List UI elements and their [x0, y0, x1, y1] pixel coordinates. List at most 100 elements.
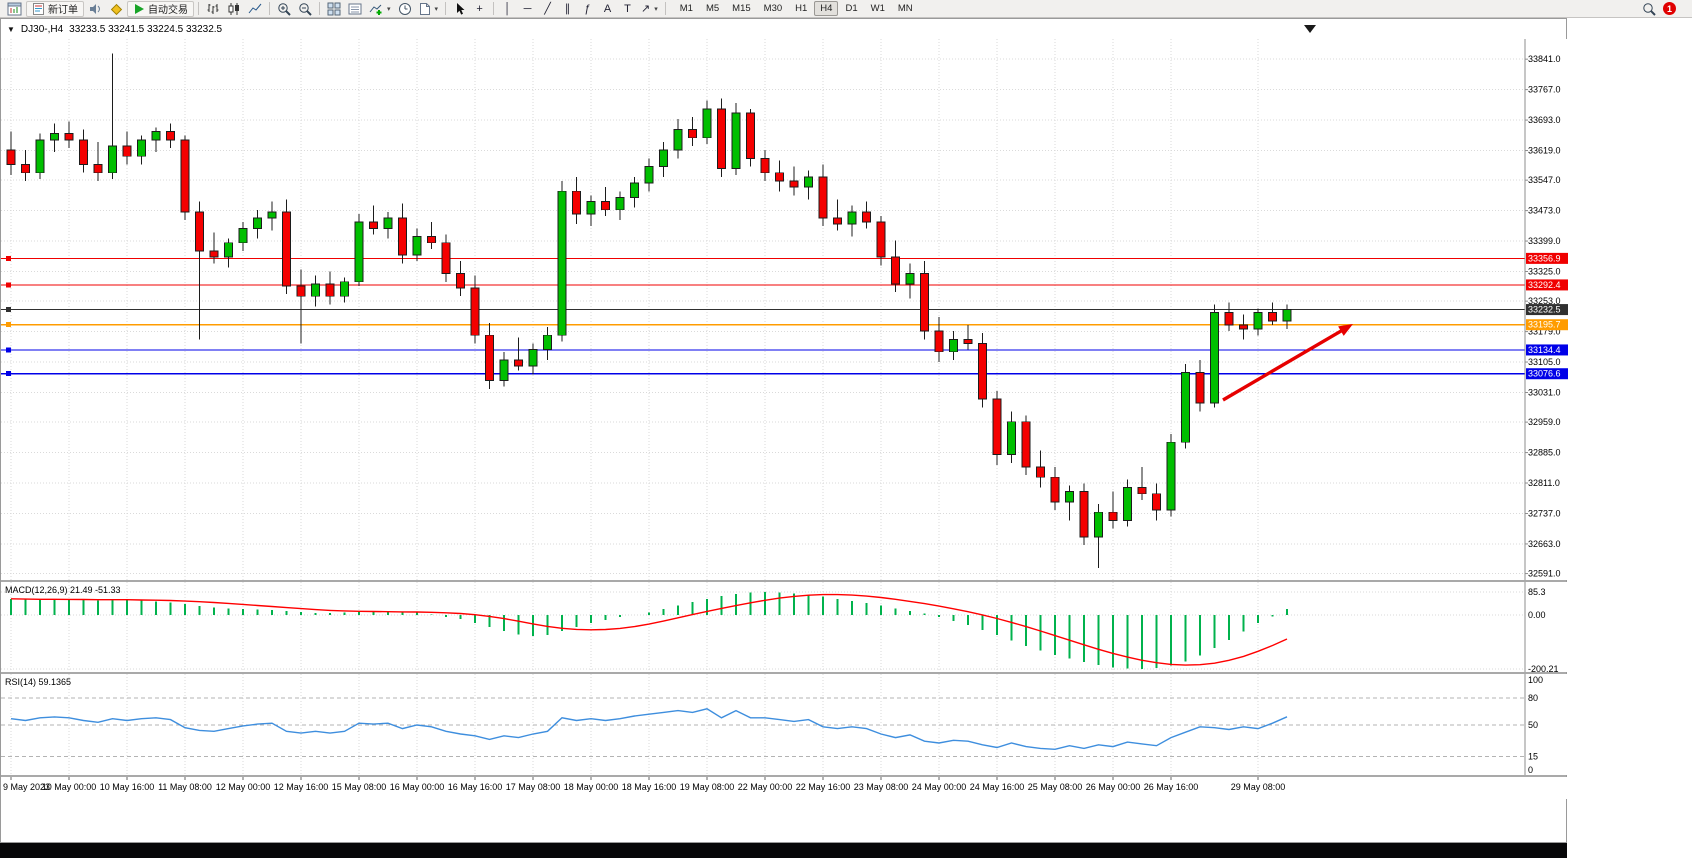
tile-windows-button[interactable] [324, 1, 344, 17]
timeframe-button-m5[interactable]: M5 [705, 3, 720, 14]
svg-text:33356.9: 33356.9 [1528, 253, 1561, 263]
panel-splitter[interactable] [1, 775, 1566, 777]
fibonacci-tool-button[interactable]: ƒ [578, 1, 597, 17]
chart-window: ▼ DJ30-,H4 33233.5 33241.5 33224.5 33232… [0, 18, 1568, 843]
svg-text:18 May 00:00: 18 May 00:00 [564, 782, 619, 792]
symbol-dropdown-icon[interactable]: ▼ [7, 24, 15, 34]
crosshair-icon: + [476, 2, 483, 15]
vertical-line-tool-button[interactable]: │ [498, 1, 517, 17]
metaeditor-icon [110, 3, 123, 15]
data-window-button[interactable] [345, 1, 365, 17]
hline-anchor[interactable] [6, 322, 11, 328]
chart-header: ▼ DJ30-,H4 33233.5 33241.5 33224.5 33232… [1, 21, 1566, 37]
svg-text:22 May 00:00: 22 May 00:00 [738, 782, 793, 792]
hline-anchor[interactable] [6, 347, 11, 353]
candlestick-series [6, 53, 1292, 568]
horizontal-line-icon: ─ [523, 2, 532, 15]
horizontal-line-tool-button[interactable]: ─ [518, 1, 537, 17]
line-chart-icon [248, 3, 262, 13]
timeframe-button-h1[interactable]: H1 [795, 3, 808, 14]
svg-text:33693.0: 33693.0 [1528, 115, 1561, 125]
svg-text:32959.0: 32959.0 [1528, 417, 1561, 427]
cursor-button[interactable] [450, 1, 469, 17]
svg-text:15 May 08:00: 15 May 08:00 [332, 782, 387, 792]
macd-signal-line [10, 593, 1288, 666]
label-tool-button[interactable]: T [618, 1, 637, 17]
svg-text:-200.21: -200.21 [1528, 664, 1559, 672]
search-icon[interactable] [1642, 2, 1656, 16]
price-tag [1526, 279, 1568, 291]
text-tool-button[interactable]: A [598, 1, 617, 17]
price-tag [1526, 304, 1568, 316]
timeframe-button-m15[interactable]: M15 [732, 3, 751, 14]
vertical-line-icon: │ [504, 2, 511, 15]
timeframe-button-mn[interactable]: MN [897, 3, 913, 14]
toolbar-separator [269, 2, 270, 15]
price-axis: 33841.0 33767.0 33693.0 33619.0 33547.0 33473… [1524, 39, 1568, 580]
timeframe-button-d1[interactable]: D1 [845, 3, 858, 14]
bar-chart-button[interactable] [203, 1, 223, 17]
svg-text:11 May 08:00: 11 May 08:00 [158, 782, 212, 792]
zoom-in-button[interactable] [274, 1, 294, 17]
notification-badge[interactable]: 1 [1663, 2, 1676, 15]
timeframe-button-h4[interactable]: H4 [814, 1, 839, 16]
metaeditor-button[interactable] [106, 1, 126, 17]
timeframe-button-w1[interactable]: W1 [870, 3, 885, 14]
chart-grid [1, 39, 1525, 580]
channel-tool-button[interactable]: ∥ [558, 1, 577, 17]
line-chart-button[interactable] [245, 1, 265, 17]
hline-anchor[interactable] [6, 282, 11, 288]
svg-text:33253.0: 33253.0 [1528, 296, 1561, 306]
rsi-indicator-label: RSI(14) 59.1365 [5, 677, 72, 687]
crosshair-button[interactable]: + [470, 1, 489, 17]
macd-panel-canvas[interactable]: 85.3 0.00 -200.21 [1, 582, 1568, 672]
svg-text:12 May 00:00: 12 May 00:00 [216, 782, 271, 792]
indicators-button[interactable]: ▾ [366, 1, 394, 17]
trendline-tool-button[interactable]: ╱ [538, 1, 557, 17]
timeframe-button-m30[interactable]: M30 [763, 3, 783, 14]
new-chart-button[interactable] [4, 1, 25, 17]
clock-button[interactable] [395, 1, 415, 17]
main-chart-canvas[interactable]: 33841.0 33767.0 33693.0 33619.0 33547.0 33473… [1, 39, 1568, 580]
hline-anchor[interactable] [6, 371, 11, 377]
rsi-panel-canvas[interactable]: 100 80 50 15 0 [1, 674, 1568, 775]
svg-text:29 May 08:00: 29 May 08:00 [1231, 782, 1286, 792]
svg-text:33179.0: 33179.0 [1528, 327, 1561, 337]
trend-arrow-annotation[interactable] [1222, 324, 1353, 402]
indicators-dropdown-icon: ▾ [387, 5, 391, 13]
panel-splitter[interactable] [1, 580, 1566, 582]
svg-text:33399.0: 33399.0 [1528, 236, 1561, 246]
arrows-tool-button[interactable]: ↗ ▾ [638, 1, 661, 17]
panel-splitter[interactable] [1, 672, 1566, 674]
timeframe-button-m1[interactable]: M1 [679, 3, 693, 14]
svg-text:80: 80 [1528, 693, 1538, 703]
candlestick-icon [228, 2, 239, 15]
new-order-button[interactable]: 新订单 [26, 0, 84, 17]
main-toolbar: 新订单 自动交易 ▾ ▾ [0, 0, 1692, 18]
svg-text:33134.4: 33134.4 [1528, 345, 1561, 355]
templates-dropdown-icon: ▾ [434, 5, 439, 13]
chart-shift-marker[interactable] [1304, 25, 1316, 33]
price-tag [1526, 252, 1568, 264]
svg-text:0: 0 [1528, 765, 1533, 775]
svg-text:16 May 16:00: 16 May 16:00 [448, 782, 503, 792]
template-file-icon [419, 2, 430, 15]
data-window-icon [348, 3, 362, 14]
candlestick-chart-button[interactable] [224, 1, 244, 17]
svg-text:33076.6: 33076.6 [1528, 369, 1561, 379]
toolbar-separator [198, 2, 199, 15]
sound-button[interactable] [85, 1, 105, 17]
autotrade-button[interactable]: 自动交易 [127, 0, 194, 17]
templates-button[interactable]: ▾ [416, 1, 442, 17]
rsi-line [10, 708, 1288, 751]
svg-text:26 May 00:00: 26 May 00:00 [1086, 782, 1141, 792]
zoom-out-button[interactable] [295, 1, 315, 17]
svg-text:12 May 16:00: 12 May 16:00 [274, 782, 329, 792]
hline-anchor[interactable] [6, 255, 11, 261]
svg-text:10 May 00:00: 10 May 00:00 [42, 782, 97, 792]
price-tag [1526, 344, 1568, 356]
svg-text:33841.0: 33841.0 [1528, 54, 1561, 64]
arrow-tool-icon: ↗ [641, 2, 651, 15]
hline-anchor[interactable] [6, 307, 11, 313]
